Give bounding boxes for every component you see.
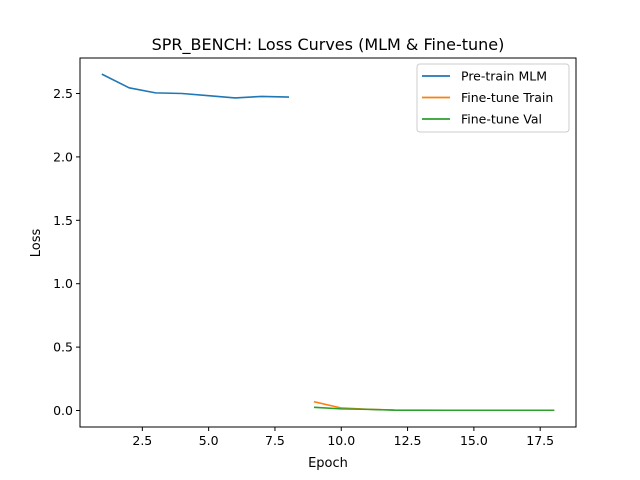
x-tick-label: 15.0 (460, 433, 488, 448)
x-tick-label: 2.5 (132, 433, 152, 448)
x-tick-label: 10.0 (327, 433, 355, 448)
y-tick-label: 1.5 (53, 213, 73, 228)
x-tick-label: 5.0 (199, 433, 219, 448)
x-axis-ticks: 2.5 5.0 7.5 10.0 12.5 15.0 17.5 (132, 427, 554, 448)
y-tick-label: 1.0 (53, 276, 73, 291)
legend: Pre-train MLM Fine-tune Train Fine-tune Va… (416, 63, 570, 133)
legend-label: Fine-tune Val (461, 112, 542, 127)
x-axis-label: Epoch (308, 456, 348, 471)
chart-title: SPR_BENCH: Loss Curves (MLM & Fine-tune) (152, 35, 505, 55)
y-tick-label: 2.0 (53, 149, 73, 164)
series-line-3 (313, 406, 555, 412)
x-tick-label: 12.5 (394, 433, 422, 448)
y-axis-ticks: 0.0 0.5 1.0 1.5 2.0 2.5 (53, 86, 80, 418)
series-line-1 (101, 73, 290, 99)
legend-label: Fine-tune Train (461, 90, 553, 105)
y-axis-label: Loss (29, 229, 44, 258)
plot-frame (79, 57, 577, 428)
legend-label: Pre-train MLM (461, 69, 547, 84)
legend-box (416, 63, 570, 133)
x-tick-label: 7.5 (265, 433, 285, 448)
y-tick-label: 0.5 (53, 340, 73, 355)
y-tick-label: 0.0 (53, 403, 73, 418)
legend-items: Pre-train MLM Fine-tune Train Fine-tune Va… (422, 69, 553, 127)
y-tick-label: 2.5 (53, 86, 73, 101)
x-tick-label: 17.5 (526, 433, 554, 448)
plot-lines (101, 73, 555, 412)
